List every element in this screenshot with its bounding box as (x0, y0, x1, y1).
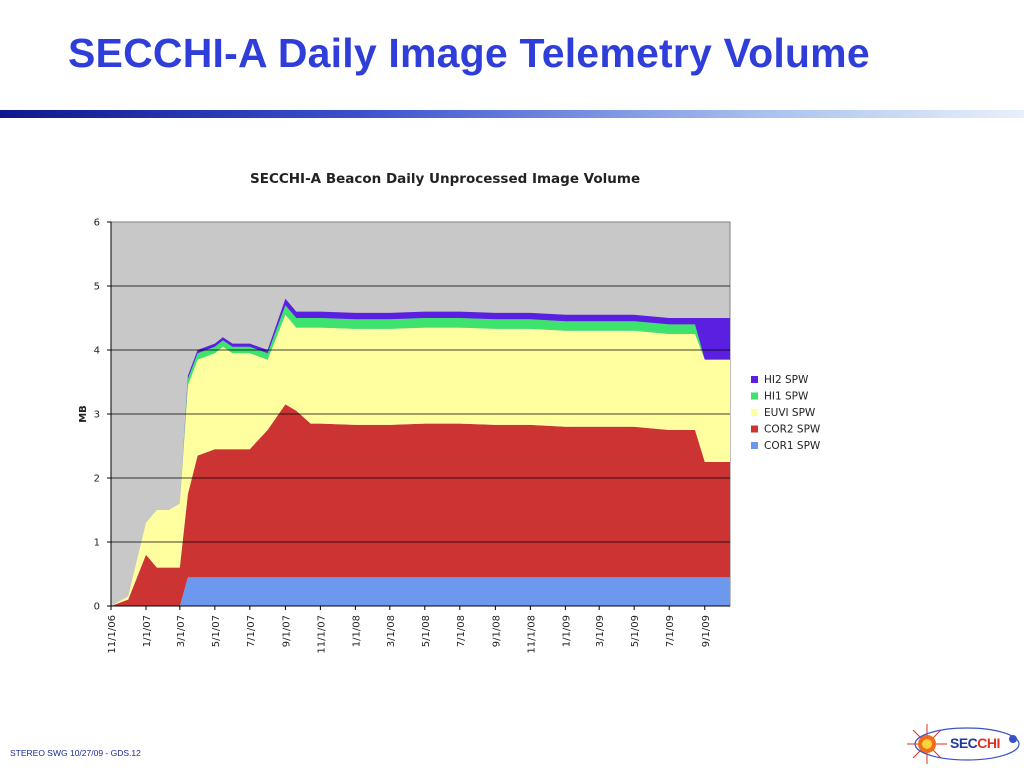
x-tick-label: 7/1/09 (665, 615, 676, 647)
y-tick-label: 5 (94, 282, 100, 293)
x-tick-label: 9/1/08 (491, 615, 502, 647)
x-tick-label: 11/1/06 (107, 615, 118, 654)
legend-label: COR1 SPW (764, 440, 821, 452)
y-tick-label: 6 (94, 218, 100, 229)
legend-label: COR2 SPW (764, 424, 821, 436)
x-tick-label: 3/1/07 (176, 615, 187, 647)
legend-swatch (751, 442, 758, 449)
x-tick-label: 1/1/09 (561, 615, 572, 647)
x-tick-label: 5/1/07 (211, 615, 222, 647)
chart-title: SECCHI-A Beacon Daily Unprocessed Image … (250, 171, 641, 187)
y-tick-label: 2 (94, 474, 100, 485)
x-tick-label: 3/1/09 (595, 615, 606, 647)
x-tick-label: 9/1/07 (281, 615, 292, 647)
logo-text-a: SEC (950, 735, 978, 751)
title-rule (0, 110, 1024, 118)
y-axis-label: MB (78, 405, 89, 423)
telemetry-chart: 0 1 2 3 4 5 6 11/1/06 1/1/07 3/1/07 5/1/07 7/1/07 9/… (78, 218, 821, 654)
x-tick-label: 3/1/08 (386, 615, 397, 647)
series-area-euvi-spw (111, 314, 730, 606)
legend-label: HI1 SPW (764, 391, 809, 403)
slide-footer: STEREO SWG 10/27/09 - GDS.12 (10, 748, 141, 758)
legend-swatch (751, 392, 758, 400)
legend-label: HI2 SPW (764, 374, 809, 386)
y-tick-label: 0 (94, 602, 100, 613)
y-tick-label: 1 (94, 538, 100, 549)
series-area-cor2-spw (111, 404, 730, 606)
logo-wordmark: SECCHI (950, 735, 1000, 751)
legend-swatch (751, 376, 758, 383)
logo-text-b: CHI (977, 735, 1000, 751)
slide-title: SECCHI-A Daily Image Telemetry Volume (68, 30, 870, 76)
y-tick-label: 3 (94, 410, 100, 421)
x-tick-label: 1/1/08 (351, 615, 362, 647)
x-tick-label: 11/1/08 (526, 615, 537, 654)
series-area-cor1-spw (111, 577, 730, 606)
legend-swatch (751, 409, 758, 416)
x-tick-label: 9/1/09 (701, 615, 712, 647)
legend-swatch (751, 425, 758, 433)
y-tick-label: 4 (94, 346, 100, 357)
x-tick-label: 5/1/09 (630, 615, 641, 647)
legend-label: EUVI SPW (764, 407, 816, 419)
x-tick-label: 11/1/07 (316, 615, 327, 654)
x-tick-label: 1/1/07 (142, 615, 153, 647)
secchi-logo-icon (907, 724, 1020, 764)
x-tick-label: 7/1/07 (246, 615, 257, 647)
x-tick-label: 7/1/08 (456, 615, 467, 647)
x-tick-label: 5/1/08 (421, 615, 432, 647)
